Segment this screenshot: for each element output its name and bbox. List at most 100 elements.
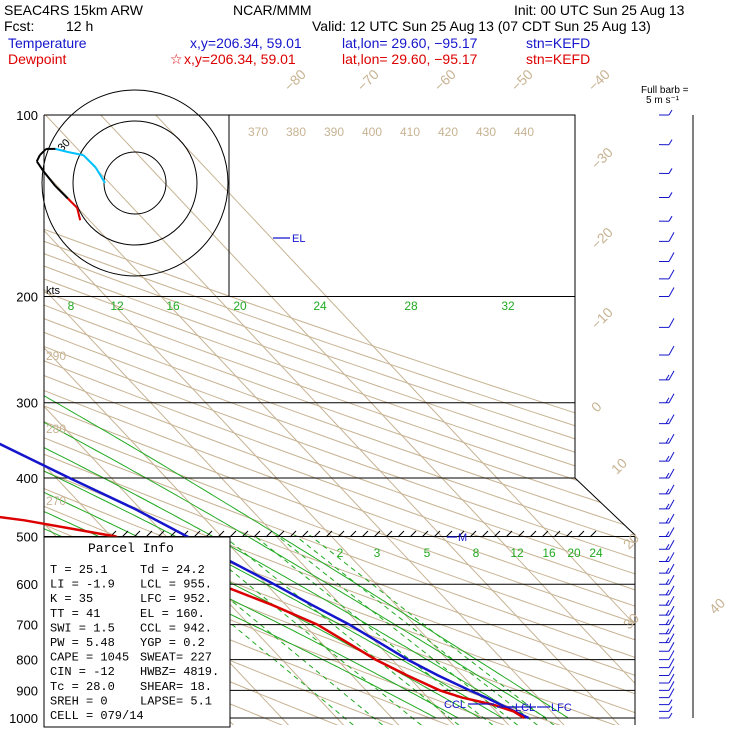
wind-barb-half — [665, 455, 670, 462]
wind-barb — [658, 666, 675, 676]
lfc-marker-label: LFC — [551, 702, 572, 714]
wind-barb — [658, 109, 673, 116]
wind-barb-flag — [668, 552, 675, 562]
pressure-label-600: 600 — [16, 577, 38, 592]
mixing-ratio-label: 12 — [510, 546, 524, 560]
wind-barb — [658, 370, 675, 381]
hatch-mark — [469, 530, 477, 538]
parcel-info-left: T = 25.1 — [50, 563, 108, 577]
hodograph-segment — [76, 207, 82, 221]
hatch-mark — [409, 530, 417, 538]
isotherm-line — [44, 115, 570, 725]
dry-adiabat-line — [44, 115, 635, 725]
hatch-mark — [517, 530, 525, 538]
hatch-mark — [145, 530, 153, 538]
mixing-ratio-line — [264, 535, 526, 725]
theta-label: 280 — [46, 422, 66, 436]
wind-barb-half — [665, 637, 670, 643]
mixing-ratio-line — [297, 535, 562, 725]
hatch-mark — [589, 530, 597, 538]
mixing-ratio-label: 5 — [424, 546, 431, 560]
hodograph-segment — [35, 154, 41, 162]
moist-adiabat-label: 24 — [313, 299, 327, 313]
wind-barb-half — [665, 599, 670, 606]
wind-barb-half — [668, 712, 673, 719]
isotherm-label: −70 — [354, 66, 382, 94]
wind-barb-flag — [668, 499, 675, 510]
temperature-station: stn=KEFD — [526, 35, 591, 51]
wind-barb-half — [665, 488, 670, 495]
wind-barb — [658, 192, 673, 198]
theta-label: 390 — [324, 125, 344, 139]
parcel-info-left: SREH = 0 — [50, 694, 108, 708]
wind-barb-flag — [668, 252, 675, 262]
isotherm-label: 30 — [620, 610, 642, 632]
wind-barb-half — [665, 503, 670, 510]
mixing-ratio-line — [229, 535, 429, 725]
wind-barb — [658, 513, 675, 524]
hatch-mark — [193, 530, 201, 538]
moist-adiabat-label: 20 — [233, 299, 247, 313]
dry-adiabat-line — [44, 115, 635, 725]
temperature-xy: x,y=206.34, 59.01 — [190, 35, 302, 51]
hatch-mark — [301, 530, 309, 538]
wind-barb — [658, 681, 675, 691]
wind-barb-flag — [668, 595, 675, 606]
wind-barb-flag — [668, 393, 675, 403]
hatch-mark — [577, 530, 585, 538]
parcel-info-left: LI = -1.9 — [50, 578, 115, 592]
wind-barb-half — [665, 517, 670, 524]
hatch-mark — [421, 530, 429, 538]
parcel-info-left: SWI = 1.5 — [50, 621, 115, 635]
mixing-ratio-label: 16 — [542, 546, 556, 560]
wind-barb — [658, 574, 675, 585]
mixing-ratio-line — [229, 535, 390, 725]
wind-barb-flag — [668, 370, 675, 381]
wind-barb — [658, 393, 675, 404]
fcst-value: 12 h — [66, 18, 94, 34]
isotherm-label: 10 — [608, 455, 630, 477]
wind-barb-half — [665, 418, 670, 424]
hatch-mark — [205, 530, 213, 538]
hatch-mark — [289, 530, 297, 538]
valid-time: Valid: 12 UTC Sun 25 Aug 13 (07 CDT Sun … — [312, 18, 651, 34]
theta-label: 440 — [514, 125, 534, 139]
parcel-info-left: PW = 5.48 — [50, 636, 115, 650]
hatch-mark — [457, 530, 465, 538]
theta-label: 400 — [362, 125, 382, 139]
isotherm-line — [45, 115, 625, 725]
wind-barb-flag — [668, 574, 675, 585]
wind-barb-flag — [668, 318, 675, 328]
mixing-ratio-label: 3 — [374, 546, 381, 560]
parcel-info-right: Td = 24.2 — [140, 563, 205, 577]
hatch-mark — [229, 530, 237, 538]
el-marker-label: EL — [292, 233, 305, 245]
parcel-info-right: LCL = 955. — [140, 578, 212, 592]
hatch-mark — [529, 530, 537, 538]
barb-legend-line2: 5 m s⁻¹ — [646, 95, 680, 106]
moist-adiabat-label: 8 — [68, 299, 75, 313]
pressure-label-100: 100 — [16, 108, 38, 123]
wind-barb — [658, 269, 675, 280]
theta-label: 410 — [400, 125, 420, 139]
pressure-tick-labels: 100 200 300 400 500 600 700 800 900 1000 — [9, 108, 38, 726]
theta-label: 370 — [248, 125, 268, 139]
dry-adiabat-line — [44, 115, 635, 725]
hodograph-segment — [67, 151, 84, 157]
pressure-label-800: 800 — [16, 653, 38, 668]
hatch-mark — [445, 530, 453, 538]
dewpoint-line — [0, 515, 525, 720]
wind-barb — [658, 540, 675, 550]
hodograph-segment — [42, 169, 57, 187]
temperature-latlon: lat,lon= 29.60, −95.17 — [342, 35, 478, 51]
hodograph-ring — [41, 89, 229, 277]
hatch-mark — [433, 530, 441, 538]
wind-barb — [658, 468, 675, 479]
hatch-mark — [337, 530, 345, 538]
hatch-mark — [313, 530, 321, 538]
dry-adiabat-line — [44, 115, 635, 725]
wind-barb-half — [668, 192, 673, 198]
hatch-mark — [265, 530, 273, 538]
isotherm-label: −60 — [431, 66, 459, 94]
dewpoint-latlon: lat,lon= 29.60, −95.17 — [342, 51, 478, 67]
